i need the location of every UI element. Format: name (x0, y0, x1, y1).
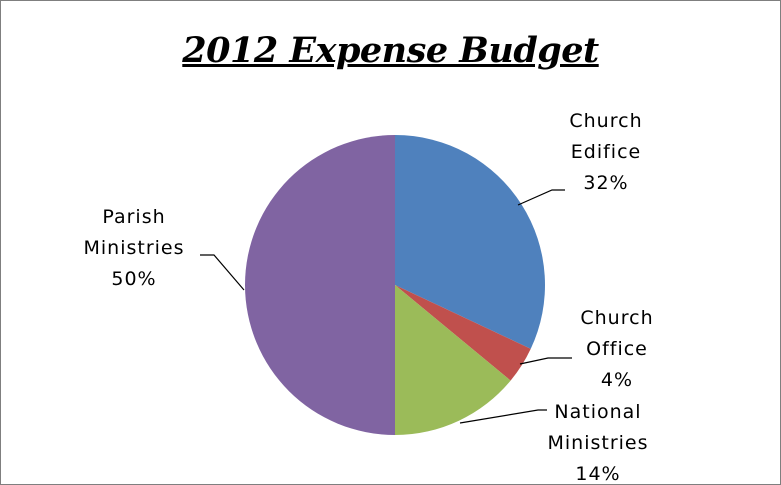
slice-percent-label-3: 50% (111, 268, 156, 290)
slice-label-3: Parish (102, 206, 165, 228)
leader-line-3 (200, 254, 245, 291)
pie-slice-3 (245, 135, 395, 435)
slice-percent-label-2: 14% (575, 463, 620, 485)
slice-label-2: National (554, 401, 641, 423)
leader-line-1 (519, 357, 572, 365)
slice-label-2: Ministries (547, 432, 648, 454)
slice-label-0: Edifice (571, 141, 641, 163)
chart-title: 2012 Expense Budget (182, 30, 599, 71)
pie-slice-1 (395, 285, 531, 381)
leader-line-0 (517, 189, 565, 206)
pie-slice-0 (395, 135, 545, 349)
slice-percent-label-1: 4% (601, 369, 633, 391)
slice-percent-label-0: 32% (583, 172, 628, 194)
slice-label-1: Office (586, 338, 648, 360)
pie-slice-2 (395, 285, 511, 435)
slice-label-1: Church (580, 307, 653, 329)
slice-label-3: Ministries (83, 237, 184, 259)
slice-label-0: Church (569, 110, 642, 132)
leader-line-2 (459, 409, 547, 424)
